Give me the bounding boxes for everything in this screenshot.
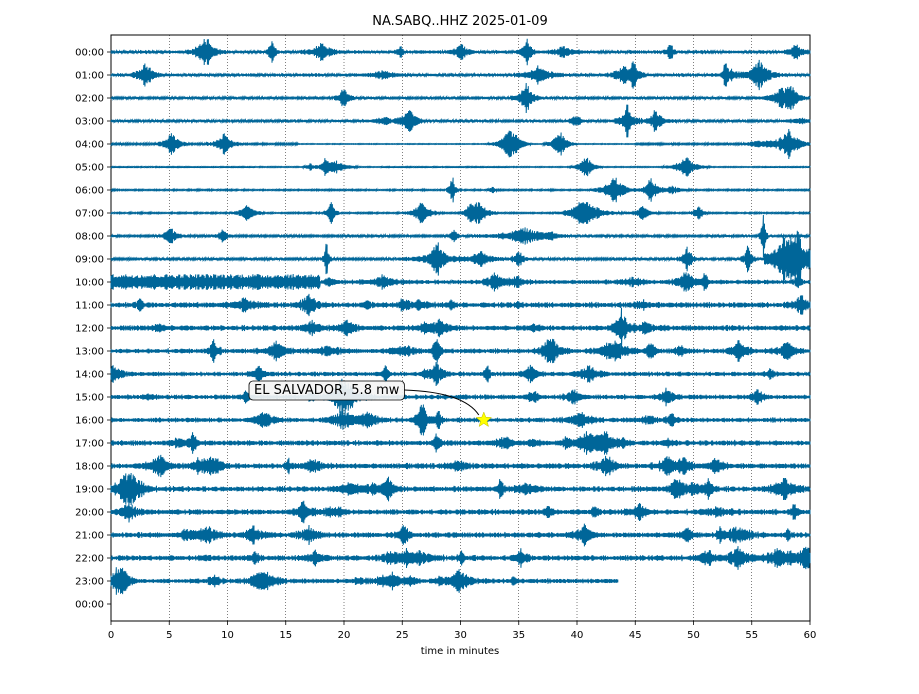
x-tick-label: 5 [166, 630, 172, 641]
y-tick-label: 08:00 [75, 232, 104, 243]
x-tick-label: 10 [221, 630, 234, 641]
y-tick-label: 03:00 [75, 117, 104, 128]
x-tick-label: 30 [454, 630, 467, 641]
trace-row [110, 454, 811, 478]
trace-row [110, 523, 811, 547]
y-tick-label: 01:00 [75, 71, 104, 82]
trace-row [110, 404, 811, 436]
x-tick-label: 0 [108, 630, 114, 641]
x-axis-ticks: 0 5 10 15 20 25 30 35 40 45 50 55 60 [108, 621, 817, 641]
trace-row [110, 128, 811, 160]
y-tick-label: 05:00 [75, 163, 104, 174]
y-tick-label: 19:00 [75, 485, 104, 496]
trace-row [110, 177, 811, 203]
y-tick-label: 15:00 [75, 393, 104, 404]
y-tick-label: 07:00 [75, 209, 104, 220]
y-tick-label: 09:00 [75, 255, 104, 266]
trace-row [110, 378, 811, 416]
trace-row [110, 38, 811, 66]
event-star-marker [475, 411, 493, 428]
y-tick-label: 13:00 [75, 347, 104, 358]
y-tick-label: 14:00 [75, 370, 104, 381]
x-tick-label: 20 [338, 630, 351, 641]
y-tick-label: 06:00 [75, 186, 104, 197]
x-tick-label: 15 [279, 630, 292, 641]
trace-row [110, 361, 811, 387]
event-arrow [404, 389, 480, 416]
y-tick-label: 18:00 [75, 462, 104, 473]
y-tick-label: 10:00 [75, 278, 104, 289]
y-tick-label: 11:00 [75, 301, 104, 312]
trace-row [110, 293, 811, 317]
trace-row [110, 338, 811, 364]
y-tick-label: 16:00 [75, 416, 104, 427]
x-tick-label: 50 [687, 630, 700, 641]
x-tick-label: 55 [745, 630, 758, 641]
seismic-traces [110, 38, 811, 595]
y-tick-label: 02:00 [75, 94, 104, 105]
x-tick-label: 60 [804, 630, 817, 641]
x-tick-label: 45 [629, 630, 642, 641]
x-axis-label: time in minutes [421, 646, 500, 657]
trace-row [110, 431, 811, 455]
trace-row [110, 214, 811, 258]
trace-row [110, 202, 811, 224]
trace-row [110, 230, 811, 288]
event-annotation: EL SALVADOR, 5.8 mw [248, 380, 493, 428]
y-tick-label: 12:00 [75, 324, 104, 335]
y-tick-label: 21:00 [75, 531, 104, 542]
trace-row [110, 500, 811, 524]
trace-row [110, 157, 811, 177]
x-tick-label: 25 [396, 630, 409, 641]
trace-row [110, 307, 811, 349]
y-tick-label: 17:00 [75, 439, 104, 450]
trace-row [110, 59, 811, 91]
event-label: EL SALVADOR, 5.8 mw [254, 383, 400, 398]
y-tick-label: 22:00 [75, 554, 104, 565]
trace-row [110, 567, 619, 595]
y-tick-label: 23:00 [75, 577, 104, 588]
y-tick-label: 04:00 [75, 140, 104, 151]
trace-row [110, 272, 811, 292]
y-axis-ticks: 00:00 01:00 02:00 03:00 04:00 05:00 06:00 07:00… [75, 48, 111, 611]
y-tick-label: 00:00 [75, 48, 104, 59]
trace-row [110, 104, 811, 138]
y-tick-label: 20:00 [75, 508, 104, 519]
x-tick-label: 40 [571, 630, 584, 641]
y-tick-label: 00:00 [75, 600, 104, 611]
trace-row [110, 546, 811, 570]
event-label-box [248, 380, 405, 401]
x-tick-label: 35 [512, 630, 525, 641]
trace-row [110, 472, 811, 506]
trace-row [110, 82, 811, 114]
chart-title: NA.SABQ..HHZ 2025-01-09 [372, 14, 547, 29]
